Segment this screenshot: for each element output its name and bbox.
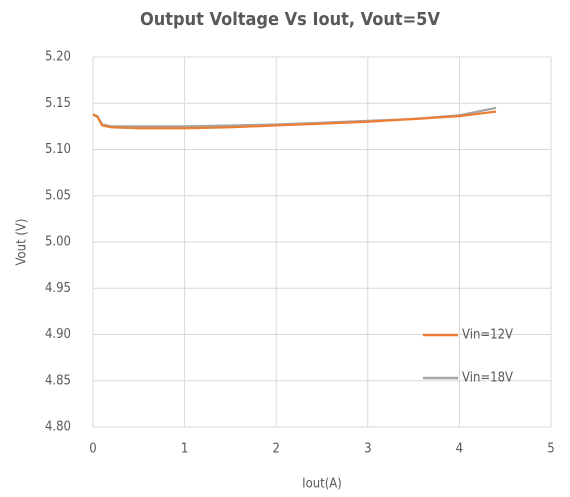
series-line — [92, 110, 497, 130]
y-tick-label: 5.00 — [45, 235, 71, 250]
legend-label: Vin=18V — [462, 371, 513, 386]
y-tick-label: 4.80 — [45, 420, 71, 435]
legend-label: Vin=12V — [462, 328, 513, 343]
x-tick-label: 5 — [547, 442, 554, 457]
y-tick-label: 5.05 — [45, 188, 71, 203]
x-tick-label: 0 — [89, 442, 96, 457]
x-tick-label: 4 — [456, 442, 463, 457]
chart-title: Output Voltage Vs Iout, Vout=5V — [140, 9, 440, 30]
x-tick-label: 1 — [181, 442, 188, 457]
y-tick-label: 4.95 — [45, 281, 71, 296]
y-tick-label: 5.20 — [45, 50, 71, 65]
y-tick-label: 4.85 — [45, 373, 71, 388]
y-axis-label: Vout (V) — [15, 219, 30, 266]
y-tick-label: 4.90 — [45, 327, 71, 342]
x-tick-label: 3 — [364, 442, 371, 457]
x-tick-label: 2 — [272, 442, 279, 457]
y-tick-label: 5.15 — [45, 96, 71, 111]
x-axis-label: Iout(A) — [302, 477, 342, 492]
y-tick-label: 5.10 — [45, 142, 71, 157]
